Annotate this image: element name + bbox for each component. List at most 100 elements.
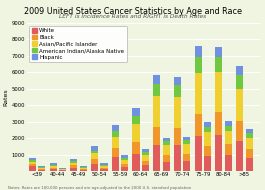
Bar [142,165,149,171]
Bar [225,126,232,131]
Bar [246,138,253,149]
Bar [204,127,211,132]
Bar [183,161,191,171]
Bar [142,161,149,165]
Bar [183,137,191,140]
Bar [174,85,181,97]
Bar [195,73,202,114]
Bar [112,157,119,171]
Bar [163,145,170,155]
Y-axis label: Rates: Rates [4,88,9,106]
Bar [174,145,181,171]
Bar [153,96,160,127]
Bar [225,121,232,126]
Bar [80,169,87,170]
Bar [29,166,36,171]
Bar [121,155,128,158]
Bar [59,168,66,169]
Bar [50,165,57,166]
Bar [91,159,98,164]
Bar [236,66,243,75]
Bar [246,129,253,133]
Bar [100,165,108,166]
Bar [163,138,170,141]
Bar [195,57,202,73]
Bar [163,141,170,145]
Bar [29,164,36,166]
Bar [142,152,149,154]
Bar [215,48,223,57]
Bar [195,46,202,57]
Bar [132,116,140,124]
Bar [50,168,57,169]
Bar [153,145,160,171]
Bar [70,163,77,165]
Bar [80,166,87,167]
Bar [112,148,119,157]
Bar [153,127,160,145]
Bar [80,167,87,168]
Bar [183,154,191,161]
Bar [100,163,108,165]
Bar [70,165,77,168]
Bar [112,125,119,131]
Bar [132,108,140,116]
Text: 2009 United States Cancer Statistics by Age and Race: 2009 United States Cancer Statistics by … [24,7,241,16]
Bar [112,137,119,148]
Bar [142,149,149,152]
Bar [50,166,57,168]
Bar [183,144,191,154]
Bar [121,160,128,164]
Bar [215,135,223,171]
Bar [29,162,36,164]
Text: Notes: Rates are 100,000 persons and are age-adjusted to the 2000 U.S. standard : Notes: Rates are 100,000 persons and are… [8,186,191,190]
Bar [236,121,243,141]
Bar [153,75,160,84]
Bar [80,170,87,171]
Bar [38,169,45,170]
Bar [215,72,223,112]
Bar [225,131,232,144]
Bar [100,169,108,171]
Bar [153,84,160,96]
Bar [80,168,87,169]
Bar [204,122,211,127]
Bar [50,163,57,165]
Bar [121,158,128,160]
Bar [215,57,223,72]
Bar [70,168,77,171]
Bar [236,75,243,89]
Bar [246,133,253,138]
Bar [70,159,77,161]
Bar [91,151,98,153]
Bar [225,154,232,171]
Bar [236,89,243,121]
Bar [100,168,108,169]
Bar [59,170,66,171]
Bar [132,142,140,154]
Bar [163,162,170,171]
Bar [38,168,45,169]
Bar [142,154,149,161]
Bar [38,170,45,171]
Bar [174,97,181,128]
Bar [195,114,202,136]
Bar [236,141,243,171]
Bar [132,154,140,171]
Bar [215,112,223,135]
Bar [204,132,211,146]
Bar [246,158,253,171]
Bar [195,136,202,171]
Bar [174,128,181,145]
Bar [100,166,108,168]
Bar [38,166,45,167]
Bar [121,167,128,171]
Bar [225,144,232,154]
Bar [29,160,36,162]
Bar [91,146,98,151]
Bar [38,167,45,168]
Bar [204,156,211,171]
Bar [112,131,119,137]
Bar [174,77,181,85]
Text: LEFT is Incidence Rates and RIGHT is Death Rates: LEFT is Incidence Rates and RIGHT is Dea… [59,14,206,19]
